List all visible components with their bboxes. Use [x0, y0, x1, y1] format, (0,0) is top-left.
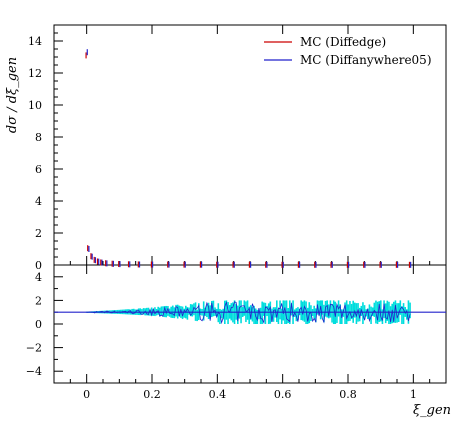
main-y-tick-label: 10 [28, 99, 42, 112]
main-y-tick-label: 12 [28, 67, 42, 80]
main-y-tick-label: 0 [35, 259, 42, 272]
legend: MC (Diffedge) MC (Diffanywhere05) [264, 35, 432, 67]
ratio-series-line [86, 300, 411, 325]
x-tick-label: 1 [410, 388, 417, 401]
x-tick-label: 0.6 [274, 388, 292, 401]
y-axis-label: dσ / dξ_gen [5, 57, 20, 133]
x-axis: 0 0.2 0.4 0.6 0.8 1 [53, 25, 447, 401]
ratio-y-tick-label: −2 [26, 342, 42, 355]
x-tick-label: 0.8 [339, 388, 357, 401]
main-y-tick-label: 14 [28, 35, 42, 48]
ratio-series [86, 300, 411, 325]
main-y-tick-label: 8 [35, 131, 42, 144]
ratio-y-tick-label: −4 [26, 365, 42, 378]
legend-label-diffanywhere: MC (Diffanywhere05) [300, 53, 432, 67]
x-axis-label: ξ_gen [413, 403, 451, 418]
x-tick-label: 0.2 [143, 388, 161, 401]
ratio-y-tick-label: 2 [35, 294, 42, 307]
main-y-tick-label: 6 [35, 163, 42, 176]
main-series [85, 49, 412, 268]
main-y-tick-label: 4 [35, 195, 42, 208]
ratio-y-tick-label: 4 [35, 271, 42, 284]
ratio-y-axis: −4 −2 0 2 4 [26, 271, 63, 378]
main-y-axis: 0 2 4 6 8 10 12 14 [28, 32, 63, 272]
x-tick-label: 0.4 [209, 388, 227, 401]
ratio-panel-frame [53, 264, 447, 384]
x-tick-label: 0 [83, 388, 90, 401]
legend-label-diffedge: MC (Diffedge) [300, 35, 386, 49]
ratio-y-tick-label: 0 [35, 318, 42, 331]
main-y-tick-label: 2 [35, 227, 42, 240]
